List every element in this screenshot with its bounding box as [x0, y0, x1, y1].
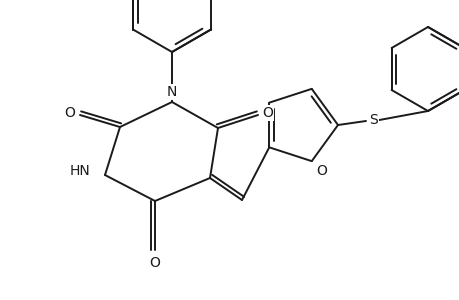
Text: O: O: [149, 256, 160, 270]
Text: O: O: [262, 106, 273, 120]
Text: O: O: [316, 164, 326, 178]
Text: N: N: [167, 85, 177, 99]
Text: O: O: [64, 106, 75, 120]
Text: HN: HN: [69, 164, 90, 178]
Text: S: S: [369, 113, 378, 127]
